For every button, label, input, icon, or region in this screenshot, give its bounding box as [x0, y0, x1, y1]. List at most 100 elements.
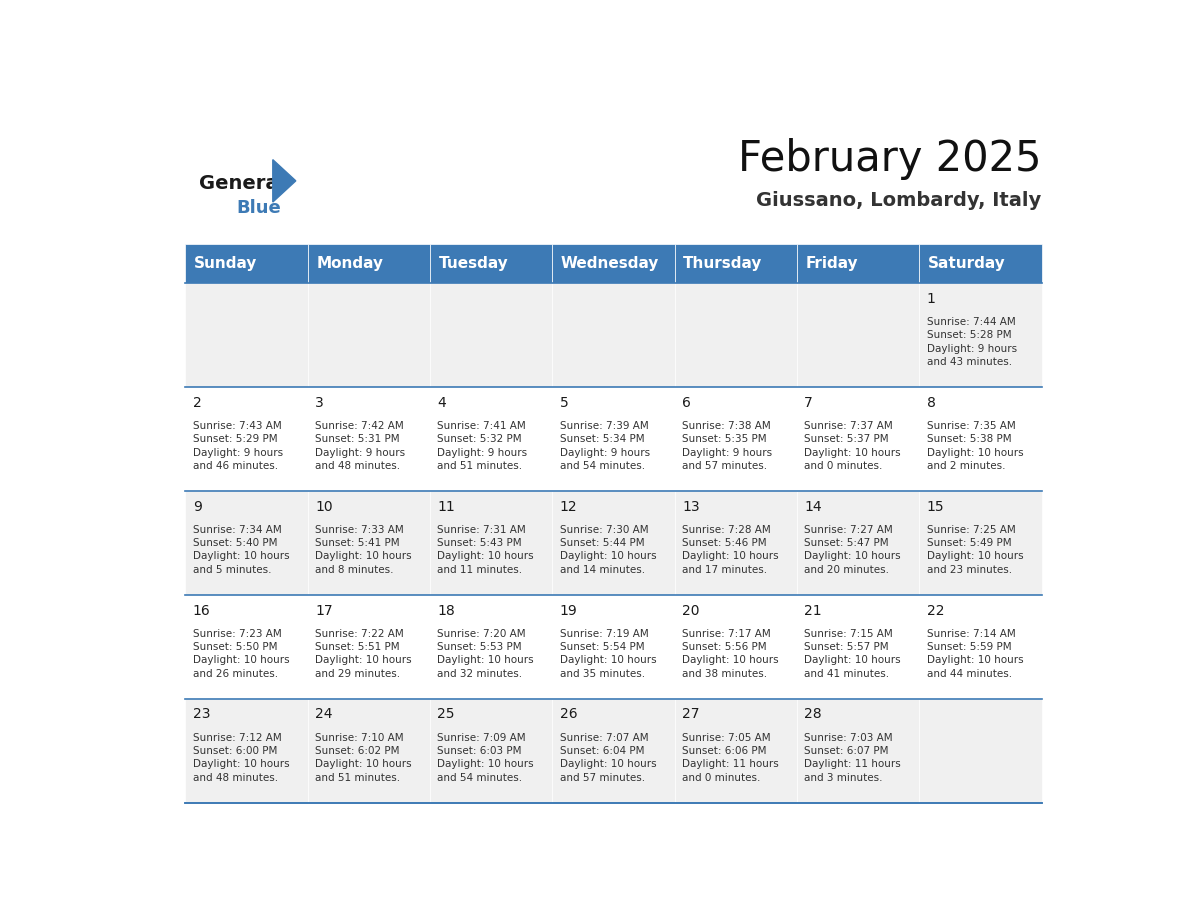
Text: Saturday: Saturday [928, 256, 1005, 272]
Text: 28: 28 [804, 708, 822, 722]
Text: Sunrise: 7:39 AM
Sunset: 5:34 PM
Daylight: 9 hours
and 54 minutes.: Sunrise: 7:39 AM Sunset: 5:34 PM Dayligh… [560, 421, 650, 471]
Text: 6: 6 [682, 396, 691, 409]
Text: Sunrise: 7:31 AM
Sunset: 5:43 PM
Daylight: 10 hours
and 11 minutes.: Sunrise: 7:31 AM Sunset: 5:43 PM Dayligh… [437, 525, 533, 575]
FancyBboxPatch shape [552, 491, 675, 595]
Text: February 2025: February 2025 [738, 139, 1042, 181]
Polygon shape [273, 160, 296, 202]
Text: 18: 18 [437, 603, 455, 618]
FancyBboxPatch shape [675, 284, 797, 387]
FancyBboxPatch shape [675, 595, 797, 699]
FancyBboxPatch shape [552, 699, 675, 803]
FancyBboxPatch shape [430, 284, 552, 387]
Text: 5: 5 [560, 396, 568, 409]
FancyBboxPatch shape [308, 699, 430, 803]
Text: General: General [200, 174, 285, 193]
FancyBboxPatch shape [185, 284, 308, 387]
Text: Friday: Friday [805, 256, 858, 272]
Text: 9: 9 [192, 499, 202, 514]
FancyBboxPatch shape [920, 244, 1042, 284]
Text: 19: 19 [560, 603, 577, 618]
Text: Wednesday: Wednesday [561, 256, 659, 272]
Text: 15: 15 [927, 499, 944, 514]
Text: 17: 17 [315, 603, 333, 618]
FancyBboxPatch shape [430, 595, 552, 699]
FancyBboxPatch shape [675, 244, 797, 284]
FancyBboxPatch shape [308, 284, 430, 387]
Text: Sunrise: 7:30 AM
Sunset: 5:44 PM
Daylight: 10 hours
and 14 minutes.: Sunrise: 7:30 AM Sunset: 5:44 PM Dayligh… [560, 525, 656, 575]
Text: 2: 2 [192, 396, 202, 409]
Text: 25: 25 [437, 708, 455, 722]
Text: Sunrise: 7:14 AM
Sunset: 5:59 PM
Daylight: 10 hours
and 44 minutes.: Sunrise: 7:14 AM Sunset: 5:59 PM Dayligh… [927, 629, 1023, 678]
Text: 16: 16 [192, 603, 210, 618]
Text: Blue: Blue [236, 198, 280, 217]
FancyBboxPatch shape [920, 491, 1042, 595]
Text: 10: 10 [315, 499, 333, 514]
Text: Sunrise: 7:05 AM
Sunset: 6:06 PM
Daylight: 11 hours
and 0 minutes.: Sunrise: 7:05 AM Sunset: 6:06 PM Dayligh… [682, 733, 778, 782]
Text: Sunrise: 7:27 AM
Sunset: 5:47 PM
Daylight: 10 hours
and 20 minutes.: Sunrise: 7:27 AM Sunset: 5:47 PM Dayligh… [804, 525, 901, 575]
Text: 11: 11 [437, 499, 455, 514]
Text: 3: 3 [315, 396, 324, 409]
Text: Sunrise: 7:38 AM
Sunset: 5:35 PM
Daylight: 9 hours
and 57 minutes.: Sunrise: 7:38 AM Sunset: 5:35 PM Dayligh… [682, 421, 772, 471]
Text: Sunrise: 7:25 AM
Sunset: 5:49 PM
Daylight: 10 hours
and 23 minutes.: Sunrise: 7:25 AM Sunset: 5:49 PM Dayligh… [927, 525, 1023, 575]
Text: Monday: Monday [316, 256, 384, 272]
Text: Sunrise: 7:42 AM
Sunset: 5:31 PM
Daylight: 9 hours
and 48 minutes.: Sunrise: 7:42 AM Sunset: 5:31 PM Dayligh… [315, 421, 405, 471]
FancyBboxPatch shape [552, 244, 675, 284]
FancyBboxPatch shape [920, 387, 1042, 491]
Text: 24: 24 [315, 708, 333, 722]
FancyBboxPatch shape [185, 244, 308, 284]
FancyBboxPatch shape [675, 387, 797, 491]
FancyBboxPatch shape [920, 595, 1042, 699]
FancyBboxPatch shape [185, 595, 308, 699]
Text: Sunrise: 7:07 AM
Sunset: 6:04 PM
Daylight: 10 hours
and 57 minutes.: Sunrise: 7:07 AM Sunset: 6:04 PM Dayligh… [560, 733, 656, 782]
FancyBboxPatch shape [920, 699, 1042, 803]
FancyBboxPatch shape [797, 595, 920, 699]
FancyBboxPatch shape [797, 699, 920, 803]
Text: Sunrise: 7:12 AM
Sunset: 6:00 PM
Daylight: 10 hours
and 48 minutes.: Sunrise: 7:12 AM Sunset: 6:00 PM Dayligh… [192, 733, 290, 782]
Text: Sunrise: 7:15 AM
Sunset: 5:57 PM
Daylight: 10 hours
and 41 minutes.: Sunrise: 7:15 AM Sunset: 5:57 PM Dayligh… [804, 629, 901, 678]
Text: 12: 12 [560, 499, 577, 514]
FancyBboxPatch shape [308, 595, 430, 699]
FancyBboxPatch shape [920, 284, 1042, 387]
Text: Sunrise: 7:37 AM
Sunset: 5:37 PM
Daylight: 10 hours
and 0 minutes.: Sunrise: 7:37 AM Sunset: 5:37 PM Dayligh… [804, 421, 901, 471]
FancyBboxPatch shape [308, 244, 430, 284]
FancyBboxPatch shape [675, 699, 797, 803]
Text: 1: 1 [927, 292, 935, 306]
Text: Sunrise: 7:17 AM
Sunset: 5:56 PM
Daylight: 10 hours
and 38 minutes.: Sunrise: 7:17 AM Sunset: 5:56 PM Dayligh… [682, 629, 778, 678]
Text: Sunrise: 7:22 AM
Sunset: 5:51 PM
Daylight: 10 hours
and 29 minutes.: Sunrise: 7:22 AM Sunset: 5:51 PM Dayligh… [315, 629, 411, 678]
FancyBboxPatch shape [552, 595, 675, 699]
FancyBboxPatch shape [430, 699, 552, 803]
FancyBboxPatch shape [185, 387, 308, 491]
Text: 14: 14 [804, 499, 822, 514]
Text: Sunrise: 7:43 AM
Sunset: 5:29 PM
Daylight: 9 hours
and 46 minutes.: Sunrise: 7:43 AM Sunset: 5:29 PM Dayligh… [192, 421, 283, 471]
Text: 13: 13 [682, 499, 700, 514]
FancyBboxPatch shape [185, 491, 308, 595]
FancyBboxPatch shape [552, 284, 675, 387]
Text: Giussano, Lombardy, Italy: Giussano, Lombardy, Italy [757, 192, 1042, 210]
FancyBboxPatch shape [675, 491, 797, 595]
FancyBboxPatch shape [430, 491, 552, 595]
Text: Thursday: Thursday [683, 256, 763, 272]
Text: 7: 7 [804, 396, 813, 409]
Text: Sunrise: 7:41 AM
Sunset: 5:32 PM
Daylight: 9 hours
and 51 minutes.: Sunrise: 7:41 AM Sunset: 5:32 PM Dayligh… [437, 421, 527, 471]
Text: 26: 26 [560, 708, 577, 722]
Text: 20: 20 [682, 603, 700, 618]
FancyBboxPatch shape [797, 387, 920, 491]
Text: 27: 27 [682, 708, 700, 722]
Text: Sunrise: 7:10 AM
Sunset: 6:02 PM
Daylight: 10 hours
and 51 minutes.: Sunrise: 7:10 AM Sunset: 6:02 PM Dayligh… [315, 733, 411, 782]
Text: 22: 22 [927, 603, 944, 618]
Text: Sunrise: 7:35 AM
Sunset: 5:38 PM
Daylight: 10 hours
and 2 minutes.: Sunrise: 7:35 AM Sunset: 5:38 PM Dayligh… [927, 421, 1023, 471]
FancyBboxPatch shape [430, 387, 552, 491]
Text: Sunrise: 7:03 AM
Sunset: 6:07 PM
Daylight: 11 hours
and 3 minutes.: Sunrise: 7:03 AM Sunset: 6:07 PM Dayligh… [804, 733, 901, 782]
Text: 23: 23 [192, 708, 210, 722]
FancyBboxPatch shape [308, 491, 430, 595]
Text: Sunrise: 7:34 AM
Sunset: 5:40 PM
Daylight: 10 hours
and 5 minutes.: Sunrise: 7:34 AM Sunset: 5:40 PM Dayligh… [192, 525, 290, 575]
FancyBboxPatch shape [797, 244, 920, 284]
Text: 4: 4 [437, 396, 446, 409]
Text: Sunrise: 7:28 AM
Sunset: 5:46 PM
Daylight: 10 hours
and 17 minutes.: Sunrise: 7:28 AM Sunset: 5:46 PM Dayligh… [682, 525, 778, 575]
FancyBboxPatch shape [797, 491, 920, 595]
Text: Tuesday: Tuesday [438, 256, 508, 272]
Text: Sunday: Sunday [194, 256, 258, 272]
Text: Sunrise: 7:09 AM
Sunset: 6:03 PM
Daylight: 10 hours
and 54 minutes.: Sunrise: 7:09 AM Sunset: 6:03 PM Dayligh… [437, 733, 533, 782]
Text: Sunrise: 7:33 AM
Sunset: 5:41 PM
Daylight: 10 hours
and 8 minutes.: Sunrise: 7:33 AM Sunset: 5:41 PM Dayligh… [315, 525, 411, 575]
Text: Sunrise: 7:20 AM
Sunset: 5:53 PM
Daylight: 10 hours
and 32 minutes.: Sunrise: 7:20 AM Sunset: 5:53 PM Dayligh… [437, 629, 533, 678]
